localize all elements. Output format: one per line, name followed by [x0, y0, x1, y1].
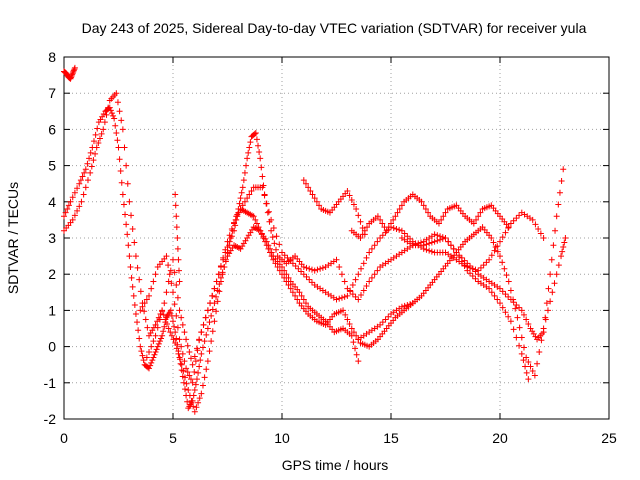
x-tick-label: 25 — [601, 430, 617, 446]
chart-title: Day 243 of 2025, Sidereal Day-to-day VTE… — [82, 20, 587, 36]
y-tick-label: 3 — [48, 230, 56, 246]
x-axis-label: GPS time / hours — [282, 457, 389, 473]
y-tick-label: -1 — [44, 375, 57, 391]
y-tick-label: 7 — [48, 85, 56, 101]
chart: Day 243 of 2025, Sidereal Day-to-day VTE… — [0, 0, 640, 480]
y-tick-label: 1 — [48, 302, 56, 318]
y-tick-label: 2 — [48, 266, 56, 282]
y-axis-label: SDTVAR / TECUs — [5, 182, 21, 294]
y-tick-label: 4 — [48, 194, 56, 210]
y-tick-label: 0 — [48, 339, 56, 355]
y-tick-label: 8 — [48, 49, 56, 65]
x-tick-label: 15 — [383, 430, 399, 446]
y-tick-label: -2 — [44, 411, 57, 427]
y-tick-label: 5 — [48, 158, 56, 174]
x-tick-label: 20 — [492, 430, 508, 446]
x-tick-label: 10 — [274, 430, 290, 446]
y-tick-label: 6 — [48, 121, 56, 137]
x-tick-label: 0 — [60, 430, 68, 446]
x-tick-label: 5 — [169, 430, 177, 446]
